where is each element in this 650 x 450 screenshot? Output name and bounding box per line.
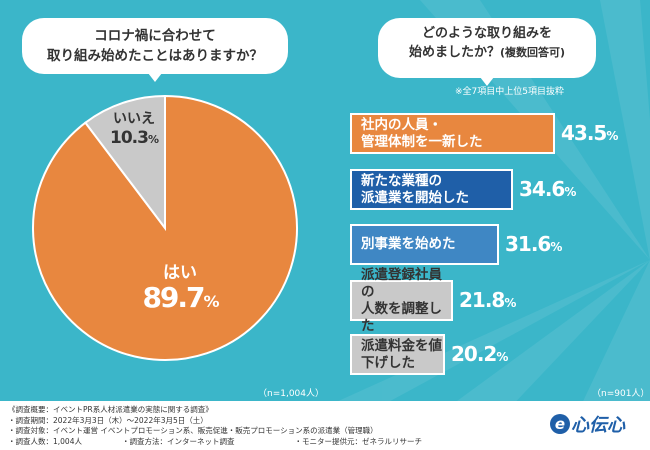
bar-label-line2: 管理体制を一新した bbox=[361, 133, 483, 150]
pie-label-no: いいえ 10.3% bbox=[104, 108, 164, 148]
survey-method: ・調査方法：インターネット調査 bbox=[121, 436, 235, 446]
bar-unit: % bbox=[606, 129, 618, 143]
bar: 別事業を始めた bbox=[350, 224, 499, 265]
pie-slice-no bbox=[84, 94, 166, 231]
bar-unit: % bbox=[550, 240, 562, 254]
left-bubble-tail bbox=[148, 73, 162, 82]
right-question-bubble: どのような取り組みを 始めましたか？(複数回答可) bbox=[378, 18, 596, 78]
bar-label-line1: 派遣料金を値下げした bbox=[361, 337, 442, 371]
footer: 《調査概要：イベントPR系人材派遣業の実態に関する調査》 ・調査期間：2022年… bbox=[0, 401, 650, 450]
bar-label-line1: 社内の人員・ bbox=[361, 116, 442, 133]
bar-label-line1: 新たな業種の bbox=[361, 172, 442, 189]
note-text: ※全7項目中上位5項目抜粋 bbox=[455, 87, 564, 97]
bar-label-line2: 派遣業を開始した bbox=[361, 189, 469, 206]
pie-value-yes: 89.7 bbox=[142, 281, 205, 314]
pie-value-no: 10.3 bbox=[110, 128, 149, 148]
bar-n-label: （n=901人） bbox=[592, 389, 650, 399]
pie-slice-yes bbox=[32, 94, 298, 361]
bar-value: 34.6 bbox=[519, 177, 565, 201]
survey-period: ・調査期間：2022年3月3日（木）～2022年3月5日（土） bbox=[8, 415, 208, 425]
bar-value: 21.8 bbox=[459, 288, 505, 312]
pie-label-yes-text: はい bbox=[163, 263, 197, 283]
survey-target: ・調査対象：イベント運営 イベントプロモーション系、販売促進・販売プロモーション… bbox=[8, 426, 378, 435]
bar-label-line1: 別事業を始めた bbox=[361, 236, 456, 252]
survey-count: ・調査人数：1,004人 bbox=[8, 436, 82, 446]
pie-chart bbox=[32, 94, 298, 361]
bar-unit: % bbox=[504, 296, 516, 310]
logo-mark: e bbox=[550, 414, 570, 434]
survey-details: ・調査人数：1,004人 ・調査方法：インターネット調査 ・モニター提供元：ゼネラル… bbox=[8, 437, 422, 448]
bar-value-label: 20.2% bbox=[451, 342, 508, 366]
left-question-line1: コロナ禍に合わせて bbox=[94, 28, 216, 44]
bar-value: 43.5 bbox=[561, 121, 607, 145]
right-question-line1: どのような取り組みを bbox=[421, 26, 552, 41]
bar-value-label: 34.6% bbox=[519, 177, 576, 201]
bar-label-line1: 派遣登録社員の bbox=[361, 266, 442, 300]
bar-value-label: 21.8% bbox=[459, 288, 516, 312]
bar-value-label: 31.6% bbox=[505, 232, 562, 256]
pie-label-no-text: いいえ bbox=[113, 111, 155, 127]
pie-unit-no: % bbox=[147, 133, 159, 146]
bar: 派遣料金を値下げした bbox=[350, 334, 445, 375]
bar-unit: % bbox=[564, 185, 576, 199]
right-question-line2: 始めましたか？ bbox=[408, 45, 500, 60]
bar-unit: % bbox=[496, 350, 508, 364]
survey-title: 《調査概要：イベントPR系人材派遣業の実態に関する調査》 bbox=[8, 405, 213, 414]
survey-summary: 《調査概要：イベントPR系人材派遣業の実態に関する調査》 ・調査期間：2022年… bbox=[8, 405, 422, 447]
logo-text: 心伝心 bbox=[571, 415, 625, 436]
left-question-line2: 取り組み始めたことはありますか？ bbox=[47, 48, 263, 64]
pie-n-label: （n=1,004人） bbox=[258, 389, 325, 399]
survey-provider: ・モニター提供元：ゼネラルリサーチ bbox=[294, 436, 422, 446]
right-question-suffix: (複数回答可) bbox=[499, 46, 566, 59]
bar-value: 31.6 bbox=[505, 232, 551, 256]
right-bubble-tail bbox=[480, 77, 494, 86]
logo: e 心伝心 bbox=[550, 411, 625, 437]
bar-label-line2: 人数を調整した bbox=[361, 300, 442, 334]
bar: 新たな業種の 派遣業を開始した bbox=[350, 169, 513, 210]
pie-unit-yes: % bbox=[203, 292, 220, 311]
bar-value: 20.2 bbox=[451, 342, 497, 366]
bar: 社内の人員・ 管理体制を一新した bbox=[350, 113, 555, 154]
bar-value-label: 43.5% bbox=[561, 121, 618, 145]
pie-label-yes: はい 89.7% bbox=[130, 258, 230, 314]
bar: 派遣登録社員の 人数を調整した bbox=[350, 267, 453, 334]
left-question-bubble: コロナ禍に合わせて 取り組み始めたことはありますか？ bbox=[22, 18, 288, 74]
